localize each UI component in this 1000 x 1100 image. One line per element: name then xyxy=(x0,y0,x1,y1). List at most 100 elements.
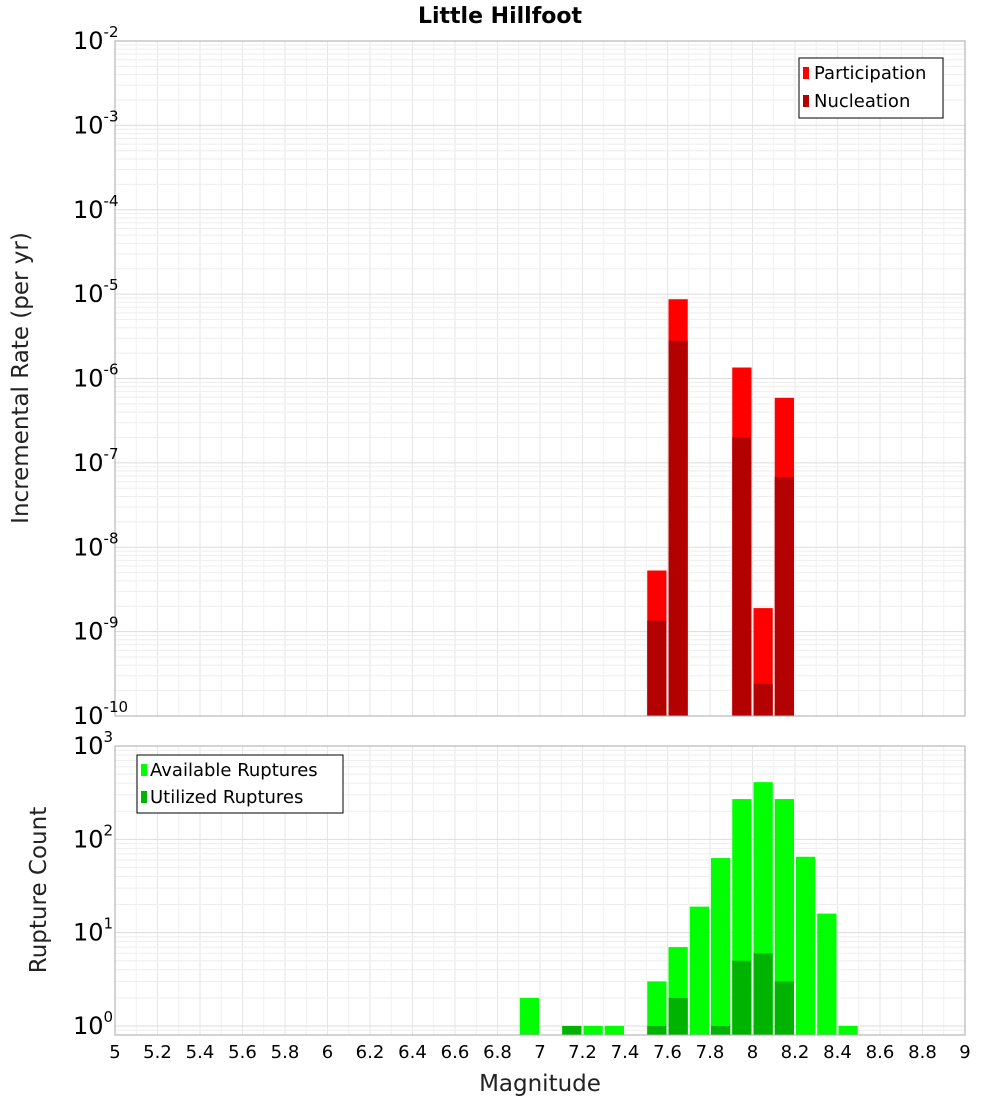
bar-utilized-ruptures xyxy=(668,997,688,1035)
y-tick-base: 10 xyxy=(73,825,104,853)
x-tick-label: 8.6 xyxy=(866,1042,895,1063)
bar-utilized-ruptures xyxy=(753,953,773,1035)
legend-label-available-ruptures: Available Ruptures xyxy=(150,760,318,781)
y-tick-label: 102 xyxy=(73,821,113,853)
y-tick-label: 100 xyxy=(73,1008,113,1040)
y-tick-base: 10 xyxy=(73,27,104,55)
legend-swatch-participation xyxy=(803,67,809,79)
count-bars xyxy=(519,782,858,1035)
bar-available-ruptures xyxy=(604,1025,624,1035)
bar-available-ruptures xyxy=(817,913,837,1035)
x-tick-label: 6.4 xyxy=(398,1042,427,1063)
x-tick-label: 8 xyxy=(747,1042,758,1063)
bar-nucleation xyxy=(647,620,667,716)
count-y-axis-label: Rupture Count xyxy=(26,807,52,973)
y-tick-exponent: -9 xyxy=(104,614,119,632)
rate-plot-frame xyxy=(114,40,966,717)
bar-available-ruptures xyxy=(519,997,539,1035)
x-axis-label: Magnitude xyxy=(479,1071,601,1097)
bar-utilized-ruptures xyxy=(732,960,752,1035)
bar-available-ruptures xyxy=(583,1025,603,1035)
bar-utilized-ruptures xyxy=(647,1025,667,1035)
bar-available-ruptures xyxy=(689,906,709,1035)
y-tick-label: 10-7 xyxy=(73,445,119,477)
y-tick-exponent: -10 xyxy=(104,698,129,716)
rate-legend-box xyxy=(798,57,944,119)
bar-available-ruptures xyxy=(796,856,816,1035)
bar-utilized-ruptures xyxy=(711,1025,731,1035)
x-tick-label: 5.4 xyxy=(186,1042,215,1063)
bar-available-ruptures xyxy=(647,981,667,1035)
x-tick-label: 7.8 xyxy=(696,1042,725,1063)
y-tick-exponent: -4 xyxy=(104,192,119,210)
count-legend: Available Ruptures Utilized Ruptures xyxy=(136,754,344,814)
y-tick-exponent: -5 xyxy=(104,276,119,294)
y-tick-base: 10 xyxy=(73,111,104,139)
count-legend-box xyxy=(136,754,344,814)
x-tick-label: 8.8 xyxy=(908,1042,937,1063)
x-tick-labels: 5 5.2 5.4 5.6 5.8 6 6.2 6.4 6.6 6.8 7 7.2 7.4 7.6 7.8 8… xyxy=(109,1042,970,1063)
y-tick-exponent: 2 xyxy=(104,821,114,839)
bar-utilized-ruptures xyxy=(562,1025,582,1035)
y-tick-exponent: -3 xyxy=(104,107,119,125)
y-tick-exponent: -7 xyxy=(104,445,119,463)
rate-y-axis-label: Incremental Rate (per yr) xyxy=(8,232,34,524)
y-tick-label: 10-3 xyxy=(73,107,119,139)
x-tick-label: 5.6 xyxy=(228,1042,257,1063)
rate-bars xyxy=(647,299,794,716)
bar-nucleation xyxy=(732,437,752,716)
y-tick-base: 10 xyxy=(73,618,104,646)
bar-nucleation xyxy=(753,683,773,716)
x-tick-label: 8.2 xyxy=(781,1042,810,1063)
y-tick-label: 101 xyxy=(73,915,113,947)
legend-label-participation: Participation xyxy=(814,63,926,84)
y-tick-label: 103 xyxy=(73,728,113,760)
bar-available-ruptures xyxy=(774,799,794,1035)
y-tick-base: 10 xyxy=(73,533,104,561)
x-tick-label: 7.6 xyxy=(653,1042,682,1063)
x-tick-label: 8.4 xyxy=(823,1042,852,1063)
bar-available-ruptures xyxy=(711,858,731,1035)
rate-gridlines xyxy=(114,40,966,717)
y-tick-base: 10 xyxy=(73,919,104,947)
x-tick-label: 6.6 xyxy=(441,1042,470,1063)
x-tick-label: 7 xyxy=(534,1042,545,1063)
y-tick-base: 10 xyxy=(73,449,104,477)
x-tick-label: 9 xyxy=(959,1042,970,1063)
bar-utilized-ruptures xyxy=(774,981,794,1035)
y-tick-exponent: 3 xyxy=(104,728,114,746)
x-tick-label: 7.2 xyxy=(568,1042,597,1063)
y-tick-label: 10-5 xyxy=(73,276,119,308)
y-tick-label: 10-6 xyxy=(73,361,119,393)
x-tick-label: 7.4 xyxy=(611,1042,640,1063)
legend-swatch-nucleation xyxy=(803,95,809,107)
x-tick-label: 6.2 xyxy=(356,1042,385,1063)
chart-title: Little Hillfoot xyxy=(418,4,583,29)
x-tick-label: 5.8 xyxy=(271,1042,300,1063)
bar-nucleation xyxy=(774,477,794,716)
y-tick-exponent: -6 xyxy=(104,361,119,379)
bar-available-ruptures xyxy=(838,1025,858,1035)
legend-label-nucleation: Nucleation xyxy=(814,91,910,112)
bar-nucleation xyxy=(668,340,688,716)
y-tick-label: 10-9 xyxy=(73,614,119,646)
y-tick-label: 10-4 xyxy=(73,192,119,224)
rate-legend: Participation Nucleation xyxy=(798,57,944,119)
legend-swatch-available-ruptures xyxy=(141,764,147,776)
legend-swatch-utilized-ruptures xyxy=(141,791,147,803)
y-tick-base: 10 xyxy=(73,280,104,308)
x-tick-label: 6 xyxy=(322,1042,333,1063)
x-tick-label: 6.8 xyxy=(483,1042,512,1063)
legend-label-utilized-ruptures: Utilized Ruptures xyxy=(150,787,303,808)
y-tick-exponent: -2 xyxy=(104,23,119,41)
y-tick-exponent: 1 xyxy=(104,915,114,933)
y-tick-base: 10 xyxy=(73,702,104,730)
y-tick-base: 10 xyxy=(73,732,104,760)
y-tick-base: 10 xyxy=(73,196,104,224)
